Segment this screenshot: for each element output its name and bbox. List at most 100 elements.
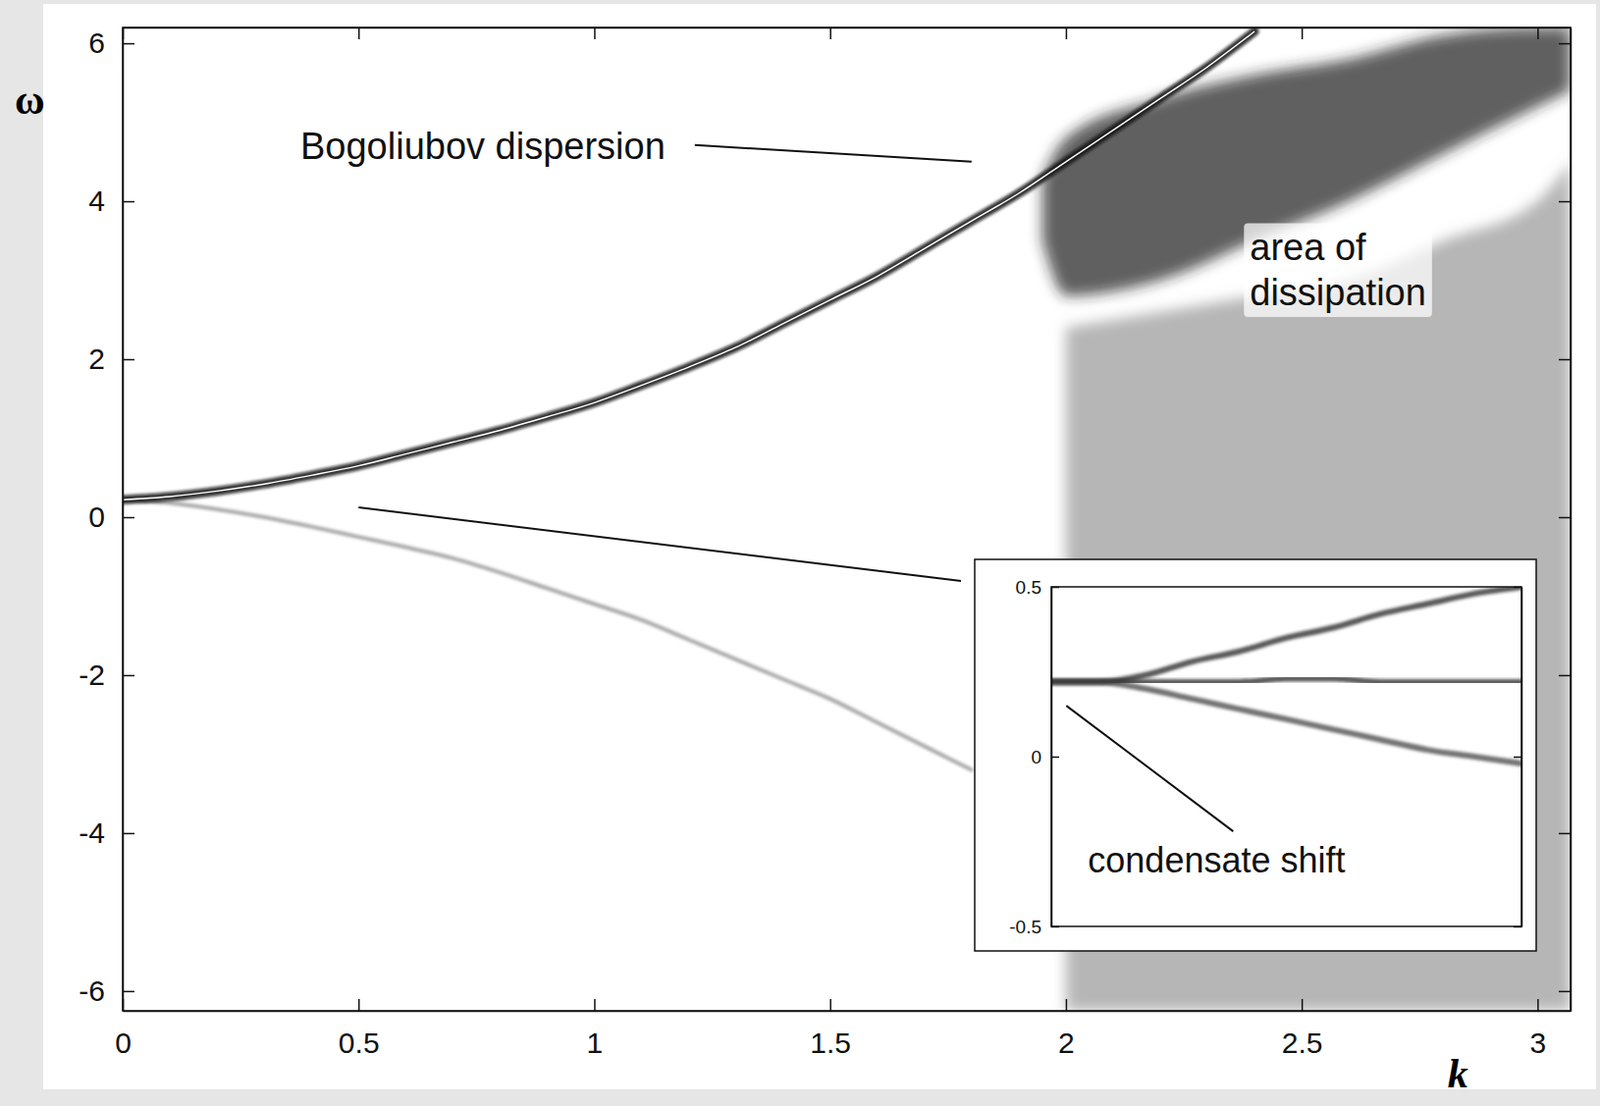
y-axis-tick: 6 xyxy=(88,26,135,59)
y-axis-right-tick xyxy=(1558,675,1571,677)
y-axis-tick-mark xyxy=(122,833,135,836)
y-axis-right-tick-mark xyxy=(1558,991,1571,994)
series-group xyxy=(122,27,1571,1012)
y-axis-tick-mark xyxy=(1051,756,1060,759)
y-axis-right-tick-mark xyxy=(1513,926,1522,929)
x-axis-tick-mark xyxy=(829,999,832,1012)
y-axis-right-tick xyxy=(1558,833,1571,835)
y-axis-tick: 0.5 xyxy=(1015,577,1060,598)
y-axis-tick-label: 0 xyxy=(1030,746,1042,768)
y-axis-tick: 2 xyxy=(88,342,135,375)
y-axis-tick: 0 xyxy=(1030,746,1060,768)
x-axis-top-tick xyxy=(593,27,595,40)
branch-line xyxy=(122,499,972,770)
x-axis-top-tick-mark xyxy=(593,27,596,40)
y-axis-tick-mark xyxy=(122,517,135,520)
x-axis-tick-mark xyxy=(1066,999,1068,1012)
y-axis-tick-label: -0.5 xyxy=(1009,916,1042,938)
y-axis-tick-label: -6 xyxy=(78,974,106,1008)
leader-line xyxy=(358,507,961,582)
y-axis-right-tick xyxy=(1558,517,1571,519)
y-axis-tick: -4 xyxy=(78,816,135,850)
y-axis-right-tick-mark xyxy=(1558,675,1571,678)
y-axis-right xyxy=(1558,28,1572,1013)
y-axis-tick: 4 xyxy=(88,184,135,217)
branch-center-line xyxy=(122,31,1255,500)
chart-1: -0.5 0 0.5 condensate shift xyxy=(1009,577,1522,938)
y-axis-right-tick xyxy=(1558,359,1571,361)
x-axis-tick-mark xyxy=(1537,999,1540,1012)
x-axis-tick-label: 0.5 xyxy=(338,1026,380,1060)
y-axis-right-tick-mark xyxy=(1558,201,1571,204)
x-axis-line xyxy=(123,1011,1572,1014)
y-axis-tick: -0.5 xyxy=(1009,916,1060,938)
x-axis-tick-label: 2.5 xyxy=(1281,1026,1324,1060)
y-axis-tick-label: -4 xyxy=(78,816,106,850)
leader-line xyxy=(694,145,972,162)
y-axis-tick-mark xyxy=(122,201,135,204)
x-axis-tick-label: 1 xyxy=(586,1026,604,1060)
y-axis-right-tick-mark xyxy=(1558,517,1571,520)
x-axis-top-tick-mark xyxy=(1537,27,1540,40)
y-axis-tick-label: 0 xyxy=(88,500,106,534)
y-axis-right-tick xyxy=(1513,756,1522,758)
x-axis-top-tick xyxy=(1301,27,1303,40)
annotation: Bogoliubov dispersion xyxy=(300,125,666,167)
x-axis-tick-mark xyxy=(1301,999,1304,1012)
branch-line xyxy=(1051,586,1522,683)
x-axis-tick: 3 xyxy=(1530,999,1547,1060)
annotation: condensate shift xyxy=(1087,840,1345,881)
x-axis-tick-mark xyxy=(358,999,361,1012)
y-axis-tick-label: 2 xyxy=(88,342,106,375)
y-axis-right-tick-mark xyxy=(1558,359,1571,362)
y-axis-tick: -2 xyxy=(78,658,135,692)
x-axis-top-tick-mark xyxy=(358,27,361,40)
x-axis: 0 0.5 1 1.5 2 2.5 3 xyxy=(114,999,1571,1060)
y-axis-tick-mark xyxy=(122,675,135,678)
x-axis-top xyxy=(123,27,1572,40)
y-axis-tick-label: -2 xyxy=(78,658,106,692)
y-axis-right-tick xyxy=(1558,43,1571,45)
y-axis-right-tick-mark xyxy=(1558,43,1571,46)
y-axis-tick-mark xyxy=(1051,586,1060,589)
y-axis-tick-mark xyxy=(1051,926,1060,929)
x-axis-tick: 1.5 xyxy=(809,999,852,1060)
y-axis-right-tick xyxy=(1513,586,1522,588)
x-axis-tick: 1 xyxy=(586,999,604,1060)
plot-frame xyxy=(1051,586,1522,927)
inset-box xyxy=(974,559,1537,952)
annotation: area ofdissipation xyxy=(1249,226,1427,314)
x-axis-top-tick xyxy=(1066,27,1067,40)
annotation-line: dissipation xyxy=(1249,271,1427,314)
page-background xyxy=(0,0,1600,1106)
x-axis-top-tick-mark xyxy=(1301,27,1304,40)
y-axis-right-tick xyxy=(1558,201,1571,203)
x-axis-tick: 2 xyxy=(1058,999,1075,1060)
x-axis-tick-mark xyxy=(593,999,596,1012)
y-axis-tick-mark xyxy=(122,43,135,46)
y-axis-tick-label: 4 xyxy=(88,184,106,217)
leader-line xyxy=(1066,705,1233,832)
y-axis-line xyxy=(122,28,125,1013)
y-axis-right xyxy=(1513,587,1523,928)
y-axis-right-line xyxy=(1570,28,1573,1013)
x-axis-tick-label: 2 xyxy=(1058,1026,1075,1060)
y-axis-tick-label: 6 xyxy=(88,26,106,59)
dissipation-area xyxy=(1042,27,1571,297)
figure-background xyxy=(43,3,1597,1090)
x-axis-top-line xyxy=(123,27,1572,30)
x-axis-tick-label: 3 xyxy=(1530,1026,1547,1060)
y-axis-tick: 0 xyxy=(88,500,135,534)
x-axis-title: k xyxy=(1447,1051,1469,1097)
y-axis-right-tick-mark xyxy=(1558,833,1571,836)
y-axis-tick-label: 0.5 xyxy=(1015,577,1042,598)
y-axis: -0.5 0 0.5 xyxy=(1009,577,1060,938)
branch-line xyxy=(122,31,1255,500)
x-axis-tick-label: 1.5 xyxy=(809,1026,852,1060)
y-axis: -6 -4 -2 0 2 4 6 xyxy=(78,26,135,1012)
branch-line xyxy=(1051,682,1522,764)
x-axis-tick-label: 0 xyxy=(114,1026,132,1060)
x-axis-top-tick-mark xyxy=(829,27,832,40)
annotation-patch xyxy=(1243,222,1433,318)
y-axis-right-tick xyxy=(1513,926,1522,928)
